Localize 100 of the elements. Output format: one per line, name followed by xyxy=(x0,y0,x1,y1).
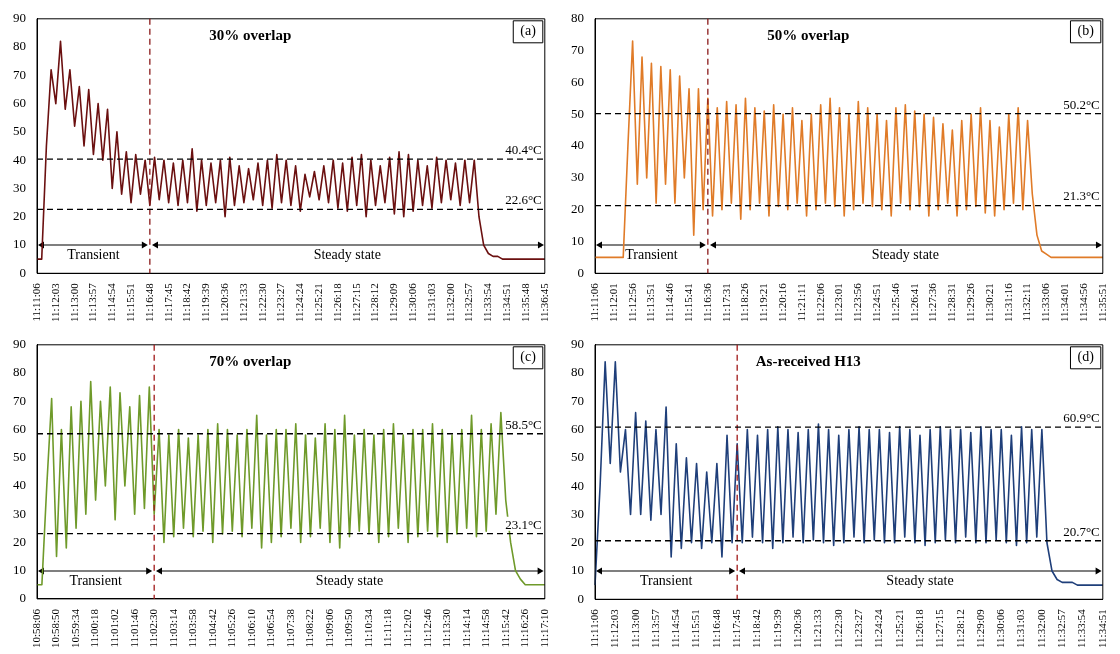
x-tick-label: 11:26:18 xyxy=(330,282,343,323)
annotation: Steady state xyxy=(871,246,939,262)
annotation: Transient xyxy=(639,572,693,588)
x-tick-label: 11:28:12 xyxy=(368,283,381,323)
x-tick-label: 11:34:01 xyxy=(1058,283,1071,323)
y-tick-label: 50 xyxy=(571,449,584,465)
x-tick-label: 11:18:26 xyxy=(738,282,751,323)
y-tick-label: 10 xyxy=(13,562,26,578)
x-tick-label: 11:24:24 xyxy=(872,608,885,649)
x-tick-label: 11:19:39 xyxy=(199,282,212,323)
annotation: Steady state xyxy=(886,572,954,588)
x-tick-label: 11:34:51 xyxy=(500,283,513,323)
x-tick-label: 11:13:00 xyxy=(67,282,80,323)
x-tick-label: 10:58:50 xyxy=(49,608,62,649)
y-tick-label: 20 xyxy=(571,534,584,550)
y-tick-label: 40 xyxy=(571,137,584,153)
x-tick-label: 11:28:31 xyxy=(945,283,958,323)
ref-line-label: 60.9°C xyxy=(1063,410,1100,426)
x-tick-label: 11:20:36 xyxy=(791,608,804,649)
y-tick-label: 40 xyxy=(13,151,26,167)
x-tick-label: 11:06:54 xyxy=(264,608,277,648)
y-tick-label: 60 xyxy=(571,421,584,437)
x-tick-label: 11:12:56 xyxy=(625,282,638,323)
x-tick-label: 11:11:06 xyxy=(587,282,600,322)
x-tick-label: 11:34:51 xyxy=(1095,609,1108,649)
x-tick-label: 11:16:48 xyxy=(142,282,155,323)
y-tick-label: 60 xyxy=(13,95,26,111)
x-tick-label: 11:29:26 xyxy=(964,282,977,323)
y-tick-label: 40 xyxy=(571,477,584,493)
x-tick-label: 11:33:06 xyxy=(1039,282,1052,323)
x-tick-label: 11:28:12 xyxy=(953,609,966,649)
x-tick-label: 11:16:26 xyxy=(518,608,531,648)
y-tick-label: 90 xyxy=(13,336,26,352)
x-tick-label: 11:02:30 xyxy=(147,608,160,648)
y-tick-label: 60 xyxy=(571,73,584,89)
x-tick-label: 11:23:27 xyxy=(851,608,864,649)
x-tick-label: 11:14:58 xyxy=(479,608,492,648)
x-tick-label: 11:12:46 xyxy=(420,608,433,648)
x-tick-label: 11:27:15 xyxy=(933,608,946,649)
y-tick-label: 30 xyxy=(13,179,26,195)
x-tick-label: 11:12:02 xyxy=(400,608,413,648)
x-tick-label: 11:12:03 xyxy=(608,608,621,649)
x-tick-label: 11:34:56 xyxy=(1076,282,1089,323)
x-tick-label: 10:59:34 xyxy=(68,608,81,649)
x-tick-label: 11:17:45 xyxy=(730,608,743,649)
y-tick-label: 80 xyxy=(571,10,584,26)
x-tick-label: 11:16:48 xyxy=(709,608,722,649)
x-tick-label: 11:33:54 xyxy=(481,282,494,323)
y-tick-label: 20 xyxy=(13,208,26,224)
x-tick-label: 11:13:57 xyxy=(86,282,99,323)
x-tick-label: 11:22:06 xyxy=(813,282,826,323)
text: 70% overlap xyxy=(209,353,292,370)
x-tick-label: 11:13:51 xyxy=(644,283,657,323)
x-tick-label: 11:35:48 xyxy=(518,282,531,323)
x-tick-label: 11:14:54 xyxy=(669,608,682,649)
y-tick-label: 50 xyxy=(13,449,26,465)
x-tick-label: 11:21:11 xyxy=(794,283,807,322)
x-tick-label: 11:03:58 xyxy=(186,608,199,648)
x-tick-label: 11:16:36 xyxy=(700,282,713,323)
annotation: Transient xyxy=(67,246,120,262)
y-tick-label: 70 xyxy=(13,66,26,82)
y-tick-label: 70 xyxy=(571,42,584,58)
x-tick-label: 11:00:18 xyxy=(88,608,101,648)
text: As-received H13 xyxy=(755,353,861,370)
annotation: (a) xyxy=(520,23,537,40)
x-tick-label: 11:09:50 xyxy=(342,608,355,648)
x-tick-label: 11:32:11 xyxy=(1020,283,1033,322)
x-tick-label: 11:23:56 xyxy=(851,282,864,323)
annotation: (b) xyxy=(1077,23,1095,40)
x-tick-label: 11:15:51 xyxy=(689,609,702,649)
x-tick-label: 11:19:39 xyxy=(770,608,783,649)
x-tick-label: 11:04:42 xyxy=(205,608,218,648)
x-tick-label: 11:08:22 xyxy=(303,608,316,648)
x-tick-label: 11:14:54 xyxy=(105,282,118,323)
y-tick-label: 10 xyxy=(13,236,26,252)
x-tick-label: 11:21:33 xyxy=(236,282,249,323)
annotation: (d) xyxy=(1077,349,1095,366)
y-tick-label: 30 xyxy=(571,169,584,185)
x-tick-label: 11:06:10 xyxy=(244,608,257,648)
y-tick-label: 70 xyxy=(571,392,584,408)
x-tick-label: 11:13:00 xyxy=(628,608,641,649)
x-tick-label: 11:27:36 xyxy=(926,282,939,323)
ref-line-label: 23.1°C xyxy=(505,516,542,532)
x-tick-label: 11:30:06 xyxy=(406,282,419,323)
y-tick-label: 50 xyxy=(571,105,584,121)
x-tick-label: 11:17:31 xyxy=(719,283,732,323)
annotation: Transient xyxy=(69,572,122,588)
x-tick-label: 11:12:01 xyxy=(606,283,619,323)
text: 50% overlap xyxy=(767,27,850,44)
x-tick-label: 11:26:41 xyxy=(907,283,920,323)
y-tick-label: 30 xyxy=(571,505,584,521)
ref-line-label: 20.7°C xyxy=(1063,523,1100,539)
y-tick-label: 40 xyxy=(13,477,26,493)
x-tick-label: 11:01:02 xyxy=(108,608,121,648)
x-tick-label: 11:11:06 xyxy=(29,282,42,322)
annotation: Transient xyxy=(625,246,678,262)
x-tick-label: 11:11:18 xyxy=(381,608,394,648)
ref-line-label: 50.2°C xyxy=(1063,96,1100,112)
x-tick-label: 11:22:30 xyxy=(831,608,844,649)
x-tick-label: 11:32:00 xyxy=(443,282,456,323)
